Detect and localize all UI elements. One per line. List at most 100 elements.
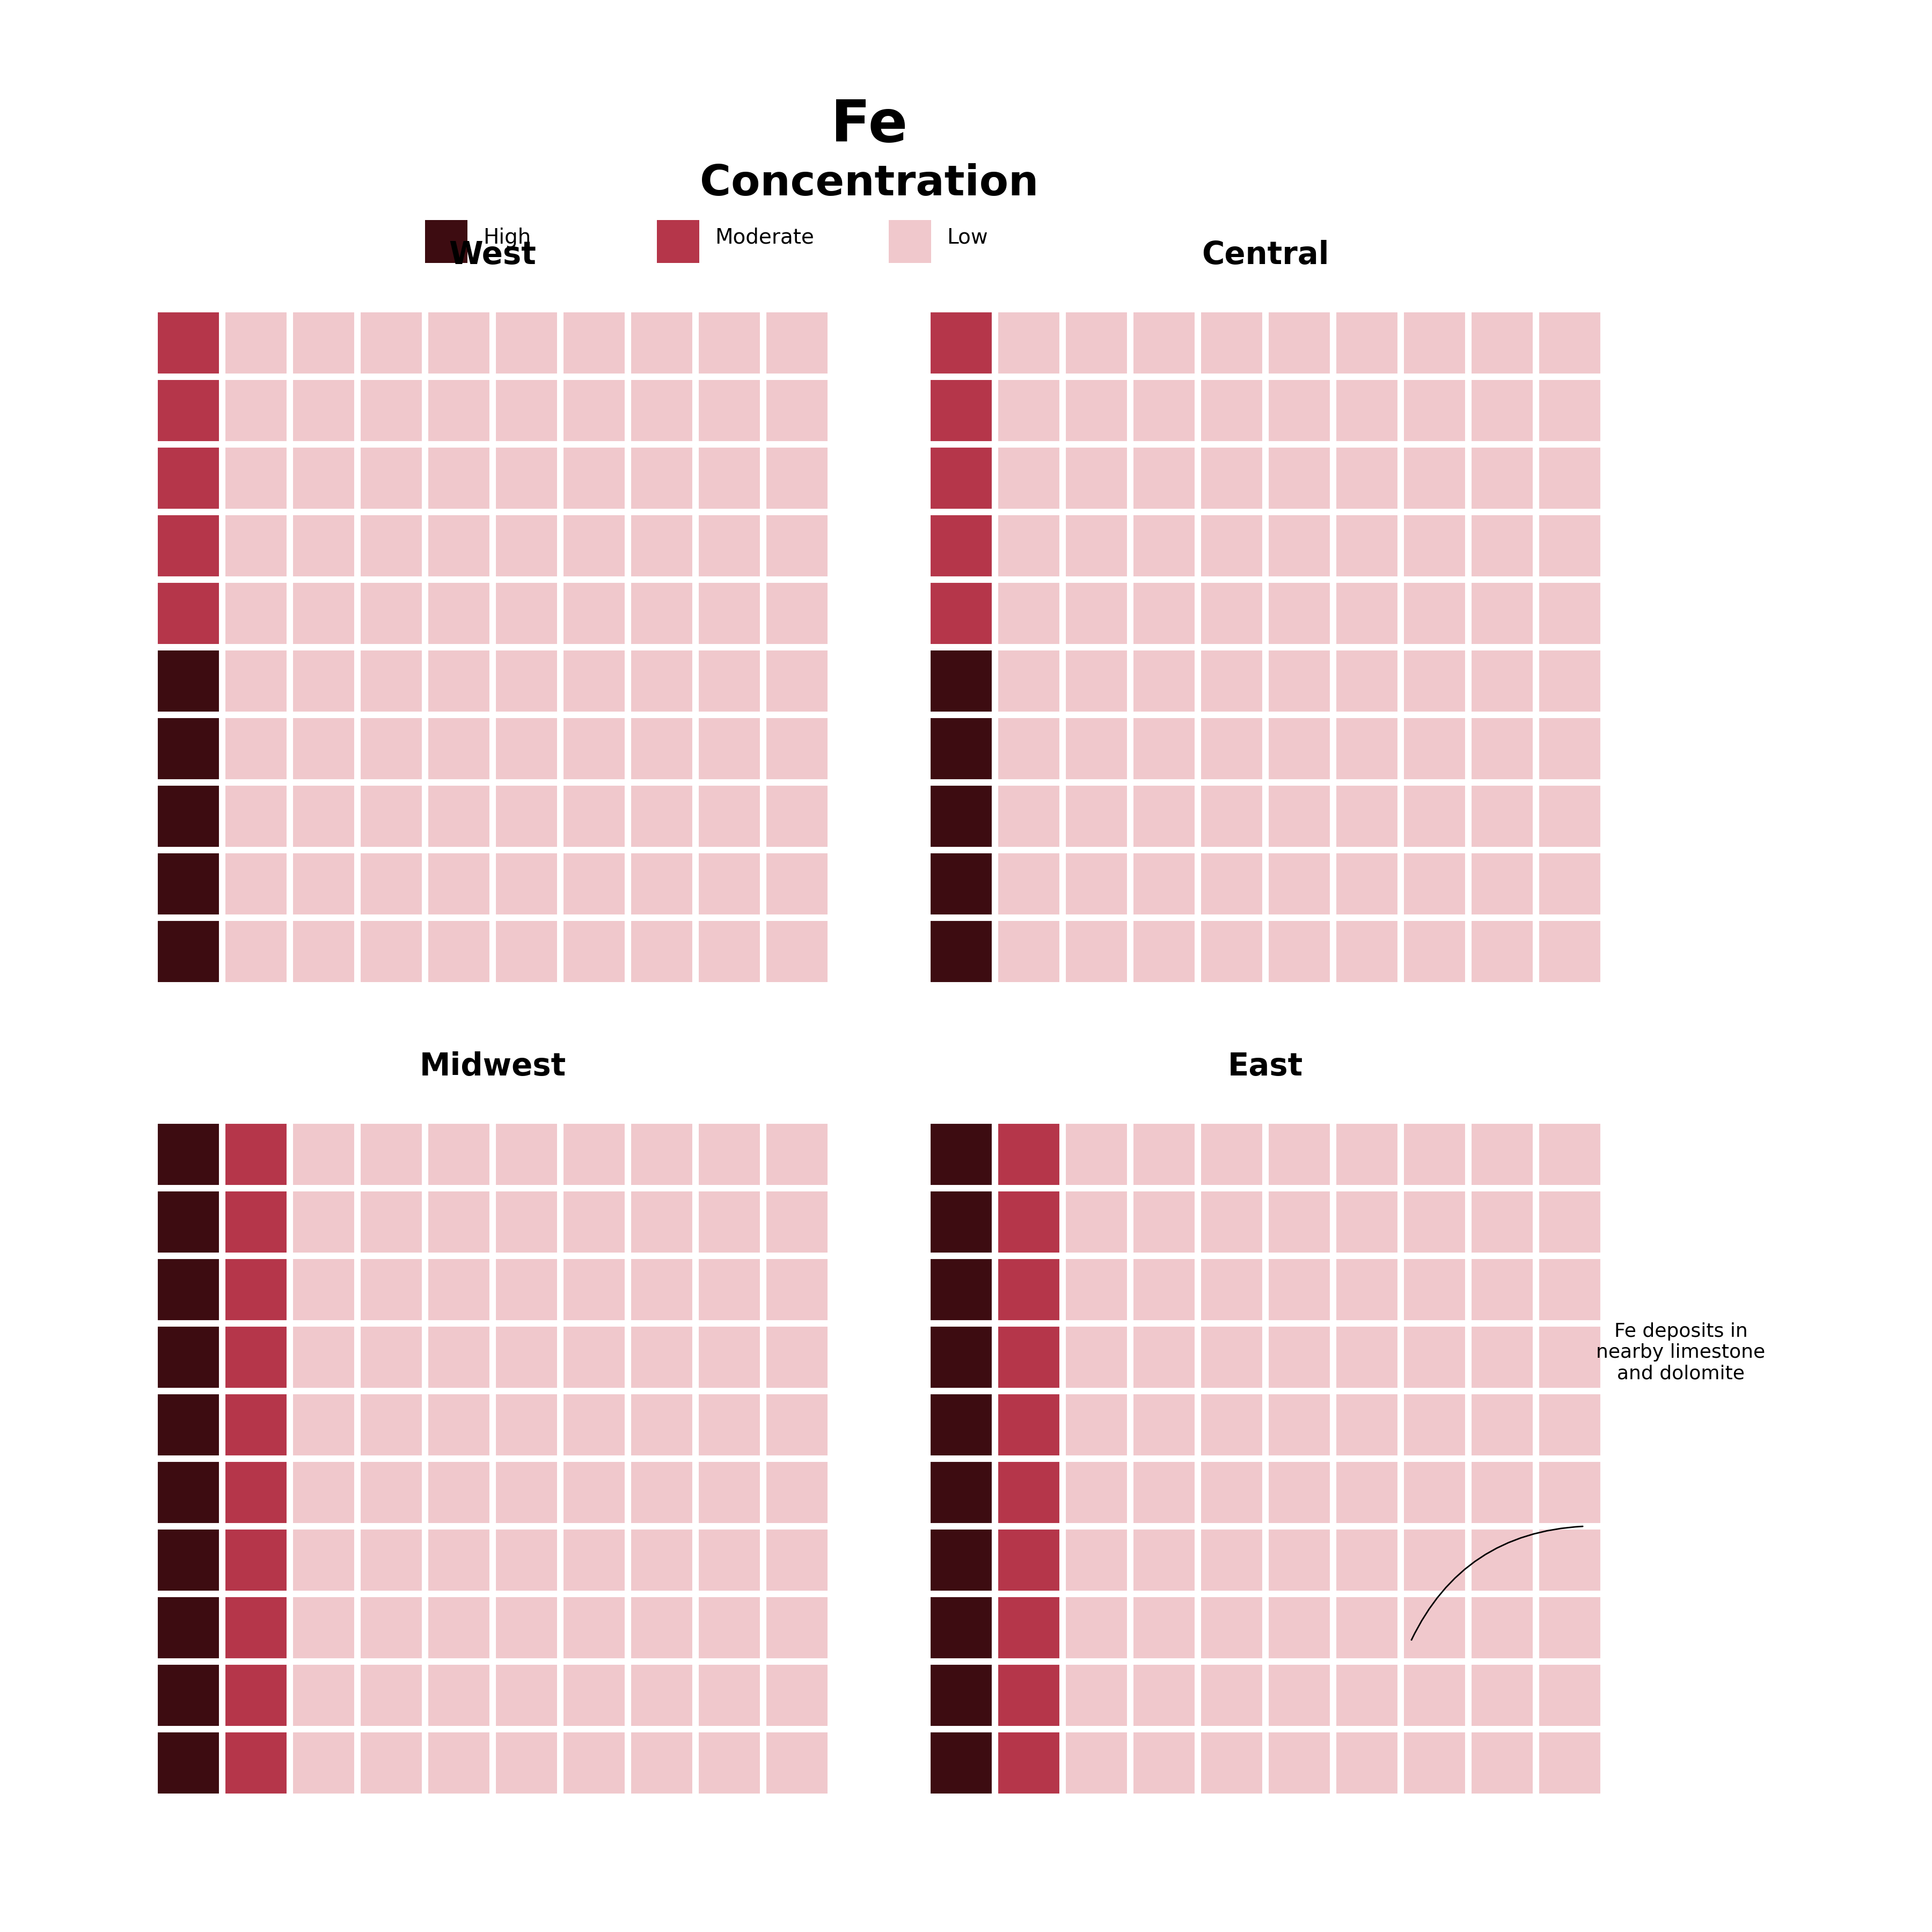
Bar [156, 1325, 220, 1389]
Bar [1470, 311, 1534, 375]
Bar [997, 1731, 1061, 1795]
Bar [292, 1122, 355, 1186]
Bar [1403, 582, 1466, 645]
Bar [1470, 379, 1534, 442]
Bar [1267, 1528, 1331, 1592]
Bar [1132, 311, 1196, 375]
Bar [630, 649, 694, 713]
Bar [292, 1528, 355, 1592]
Bar [997, 1190, 1061, 1254]
Bar [1538, 311, 1602, 375]
Bar [630, 446, 694, 510]
Bar [1403, 514, 1466, 578]
Bar [997, 717, 1061, 781]
Bar [697, 1731, 761, 1795]
Bar [697, 1122, 761, 1186]
Bar [1538, 784, 1602, 848]
Bar [292, 514, 355, 578]
Bar [495, 1663, 558, 1727]
Bar [1267, 717, 1331, 781]
Bar [1267, 1461, 1331, 1524]
Bar [292, 1663, 355, 1727]
Bar [292, 1190, 355, 1254]
Bar [697, 1258, 761, 1321]
Bar [1132, 1258, 1196, 1321]
Bar [1065, 1596, 1128, 1660]
Bar [1267, 920, 1331, 983]
Bar [1200, 514, 1264, 578]
Bar [1538, 1190, 1602, 1254]
Bar [427, 1190, 491, 1254]
Bar [1403, 379, 1466, 442]
Bar [997, 514, 1061, 578]
Bar [630, 582, 694, 645]
Bar [929, 1731, 993, 1795]
Bar [562, 1596, 626, 1660]
Bar [1065, 717, 1128, 781]
Bar [1200, 1663, 1264, 1727]
Bar [929, 717, 993, 781]
Bar [292, 1393, 355, 1457]
Bar [1538, 379, 1602, 442]
Bar [1335, 379, 1399, 442]
Bar [1267, 784, 1331, 848]
Bar [997, 379, 1061, 442]
Bar [156, 1393, 220, 1457]
Bar [1538, 1528, 1602, 1592]
Bar [765, 1325, 829, 1389]
Bar [495, 514, 558, 578]
Bar [1470, 920, 1534, 983]
Bar [495, 1393, 558, 1457]
Bar [1200, 1325, 1264, 1389]
Bar [1267, 582, 1331, 645]
Bar [427, 582, 491, 645]
Bar [292, 1258, 355, 1321]
Bar [156, 1731, 220, 1795]
Bar [495, 717, 558, 781]
Bar [1267, 311, 1331, 375]
Bar [427, 379, 491, 442]
Bar [1403, 784, 1466, 848]
Bar [1065, 582, 1128, 645]
Bar [697, 379, 761, 442]
Bar [1200, 920, 1264, 983]
Bar [359, 920, 423, 983]
Bar [765, 1461, 829, 1524]
Bar [1132, 379, 1196, 442]
Bar [929, 1528, 993, 1592]
Bar [630, 1393, 694, 1457]
Bar [1267, 1190, 1331, 1254]
Bar [765, 1731, 829, 1795]
Bar [292, 920, 355, 983]
Bar [1470, 1528, 1534, 1592]
Text: Fe: Fe [831, 97, 908, 155]
Bar [1200, 1393, 1264, 1457]
Bar [1538, 1122, 1602, 1186]
Bar [359, 582, 423, 645]
Bar [427, 920, 491, 983]
Bar [495, 379, 558, 442]
Bar [562, 1731, 626, 1795]
Bar [1470, 1596, 1534, 1660]
Bar [1200, 1461, 1264, 1524]
Bar [156, 717, 220, 781]
Bar [427, 1731, 491, 1795]
Bar [929, 920, 993, 983]
Bar [359, 1393, 423, 1457]
Bar [224, 1596, 288, 1660]
Bar [1403, 717, 1466, 781]
Bar [1065, 1325, 1128, 1389]
Bar [1403, 1393, 1466, 1457]
Bar [1065, 1663, 1128, 1727]
Bar [562, 582, 626, 645]
Bar [1065, 446, 1128, 510]
Bar [1267, 649, 1331, 713]
Bar [156, 920, 220, 983]
Bar [427, 1393, 491, 1457]
Bar [292, 311, 355, 375]
Bar [1200, 1731, 1264, 1795]
Bar [1470, 717, 1534, 781]
Bar [630, 1663, 694, 1727]
Bar [562, 649, 626, 713]
Bar [156, 1122, 220, 1186]
